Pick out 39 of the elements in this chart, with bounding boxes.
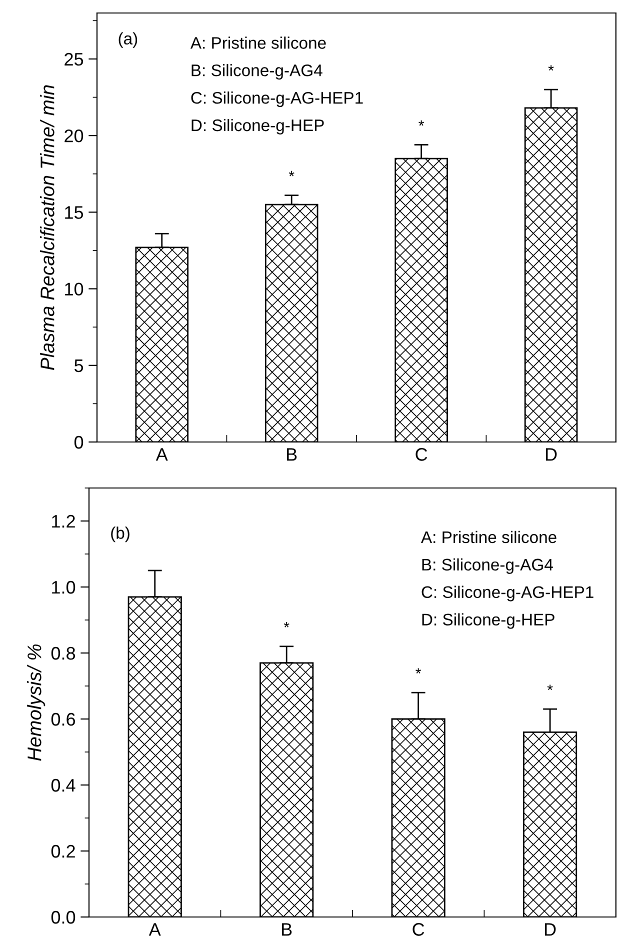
annotation: C: Silicone-g-AG-HEP1 bbox=[191, 92, 363, 108]
data-label: * bbox=[284, 622, 290, 628]
x-tick-label: B bbox=[287, 448, 297, 461]
data-label: * bbox=[548, 65, 554, 71]
y-tick-label: 0.4 bbox=[51, 778, 76, 792]
y-tick-label: 5 bbox=[74, 360, 84, 372]
data-label: * bbox=[288, 170, 294, 176]
y-tick-label: 0.8 bbox=[51, 646, 76, 660]
annotation: (a) bbox=[118, 32, 138, 48]
x-tick-label: C bbox=[416, 448, 428, 461]
data-label: * bbox=[416, 668, 422, 674]
y-tick-label: 25 bbox=[64, 52, 84, 66]
annotation: B: Silicone-g-AG4 bbox=[192, 64, 322, 80]
annotation: (b) bbox=[111, 526, 130, 542]
annotation: B: Silicone-g-AG4 bbox=[422, 558, 553, 574]
y-axis-title: Hemolysis/ % bbox=[27, 644, 46, 761]
annotation: A: Pristine silicone bbox=[420, 530, 556, 544]
x-tick-label: A bbox=[156, 448, 168, 461]
y-axis-title: Plasma Recalcification Time/ min bbox=[40, 85, 54, 370]
y-tick-label: 0.2 bbox=[51, 844, 75, 858]
y-tick-label: 0.6 bbox=[51, 712, 76, 726]
annotation: A: Pristine silicone bbox=[190, 36, 326, 49]
annotation: D: Silicone-g-HEP bbox=[192, 118, 324, 134]
x-tick-label: D bbox=[545, 923, 556, 936]
y-tick-label: 0 bbox=[74, 436, 84, 449]
annotation: C: Silicone-g-AG-HEP1 bbox=[422, 586, 594, 602]
x-tick-label: B bbox=[282, 923, 292, 936]
y-tick-label: 15 bbox=[65, 206, 84, 219]
data-label: * bbox=[547, 684, 553, 690]
x-tick-label: A bbox=[148, 923, 161, 936]
data-label: * bbox=[418, 120, 424, 126]
y-tick-label: 1.0 bbox=[52, 580, 76, 594]
y-tick-label: 10 bbox=[65, 282, 84, 296]
annotation: D: Silicone-g-HEP bbox=[422, 613, 554, 629]
y-tick-label: 0.0 bbox=[51, 910, 76, 924]
x-tick-label: D bbox=[546, 448, 557, 461]
x-tick-label: C bbox=[412, 923, 424, 936]
y-tick-label: 1.2 bbox=[52, 514, 75, 528]
y-tick-label: 20 bbox=[64, 130, 84, 142]
